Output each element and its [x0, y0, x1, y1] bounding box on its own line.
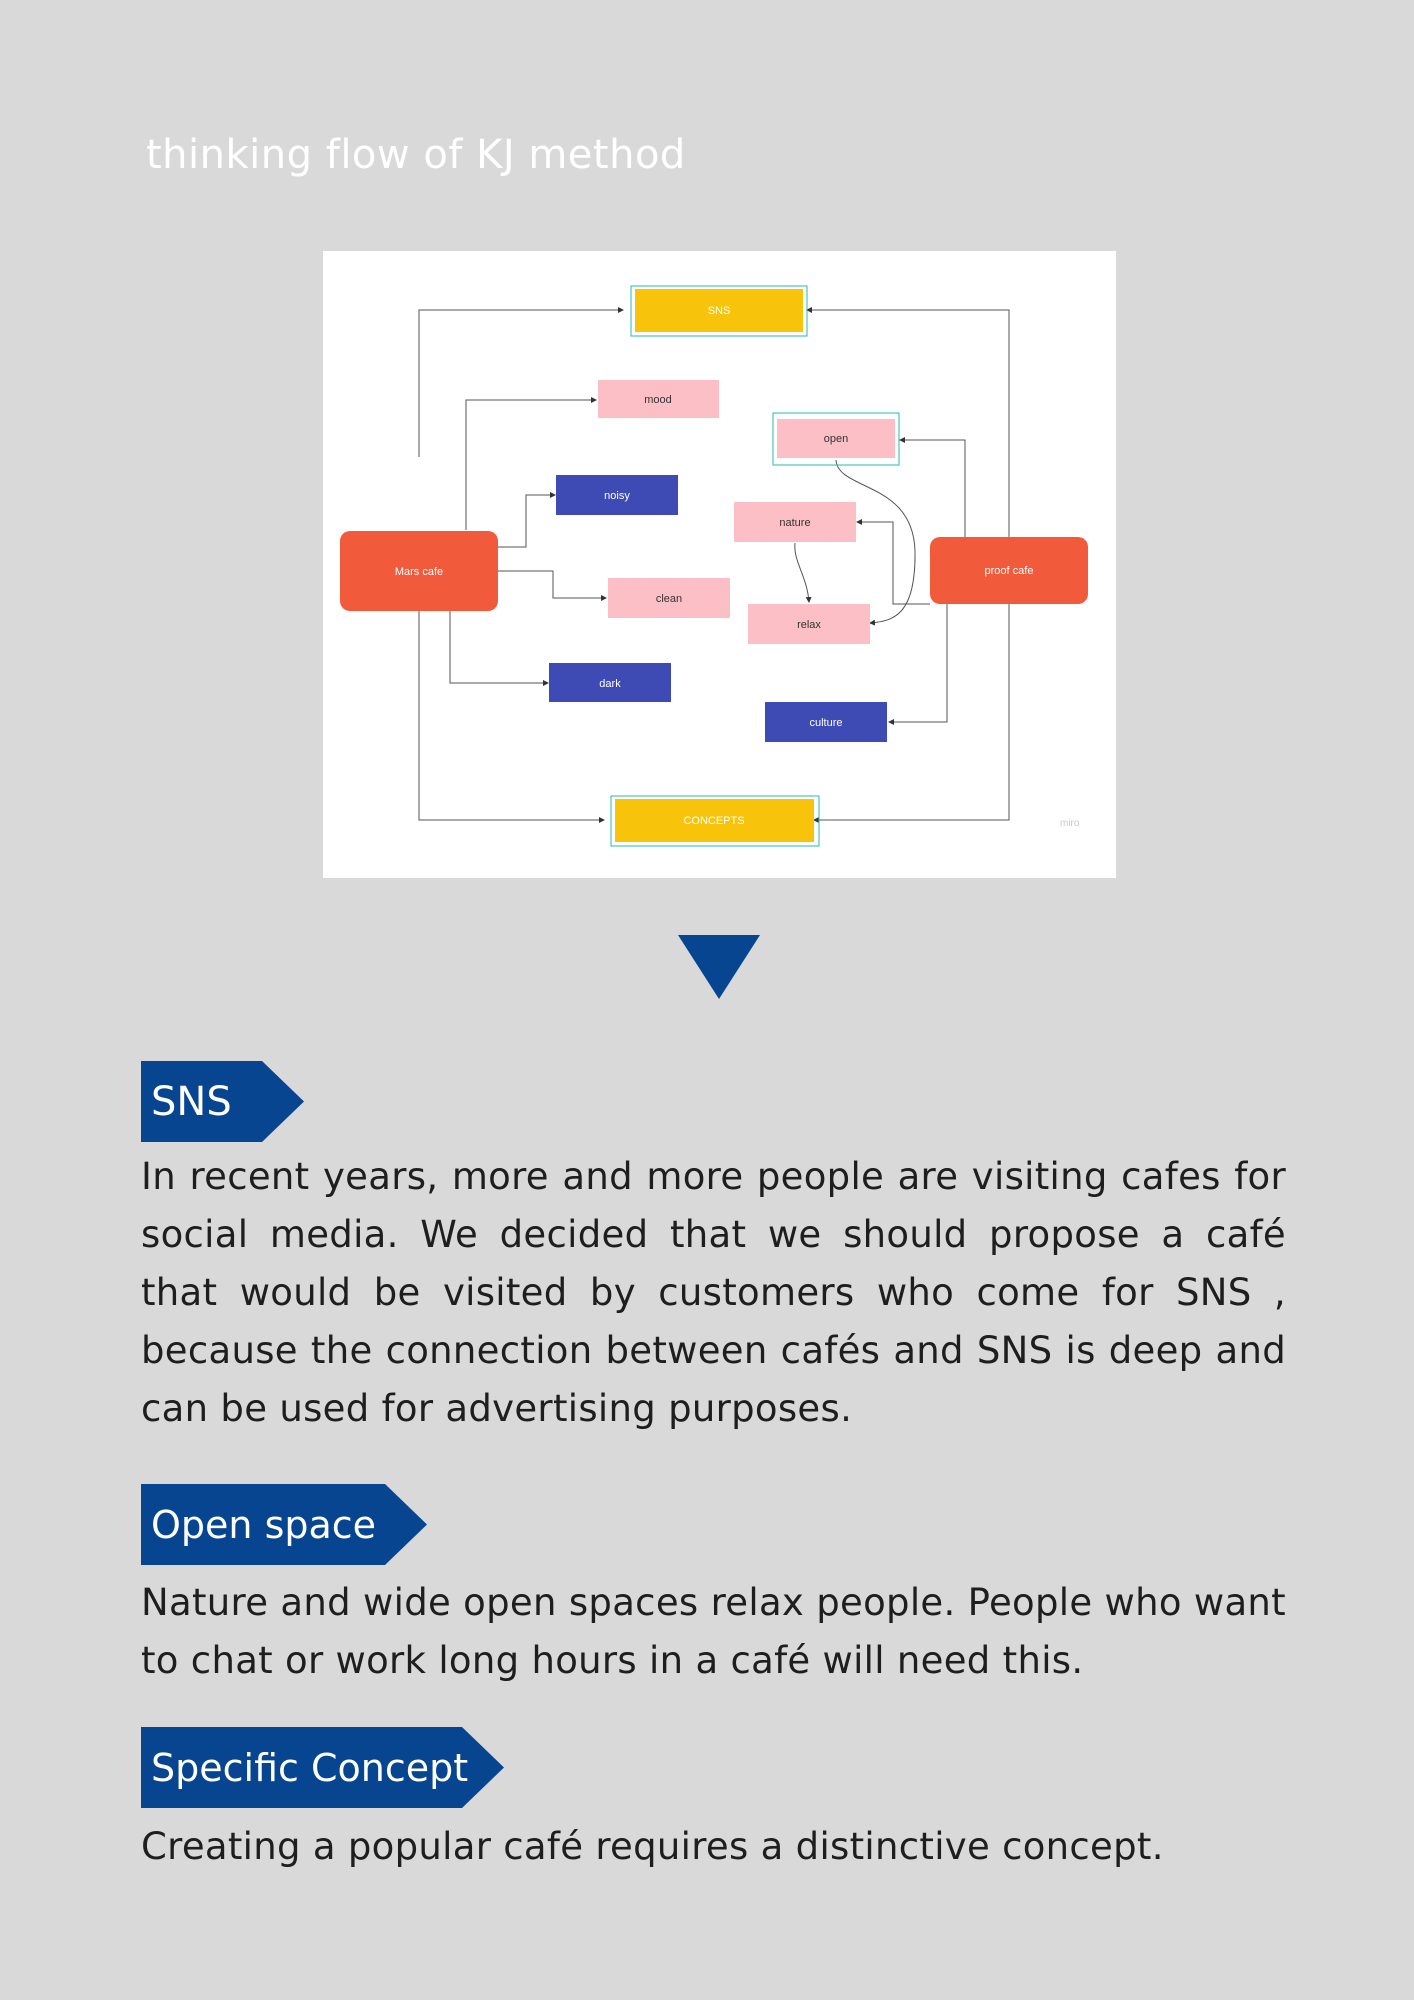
node-concepts-label: CONCEPTS — [683, 815, 744, 827]
down-arrow-icon — [678, 935, 760, 999]
node-dark-label: dark — [599, 678, 621, 690]
node-mars-cafe — [340, 531, 498, 611]
connectors — [418, 307, 1010, 823]
edge-mars-clean — [497, 570, 607, 601]
node-culture — [765, 702, 887, 742]
node-open — [777, 419, 895, 458]
edge-mars-concepts — [418, 611, 605, 823]
edge-open-relax — [835, 459, 916, 626]
node-mood-label: mood — [644, 394, 672, 406]
node-noisy-label: noisy — [604, 490, 630, 502]
node-sns-label: SNS — [708, 305, 731, 317]
edge-mars-noisy — [497, 492, 556, 548]
node-proof-cafe — [930, 537, 1088, 604]
kj-diagram-svg: SNS mood open noisy nature Mars cafe pro… — [340, 285, 1088, 847]
node-relax — [748, 604, 870, 644]
edge-mars-sns — [418, 307, 624, 457]
edge-mars-dark — [449, 611, 549, 686]
node-nature-label: nature — [779, 517, 810, 529]
kj-diagram: SNS mood open noisy nature Mars cafe pro… — [323, 251, 1116, 878]
concepts-frame — [610, 795, 820, 847]
edge-proof-open — [899, 437, 966, 537]
miro-watermark: miro — [1060, 818, 1080, 829]
section-body-specific-concept: Creating a popular café requires a disti… — [141, 1825, 1164, 1868]
section-body-open-space: Nature and wide open spaces relax people… — [141, 1581, 1286, 1682]
section-heading-open-space: Open space — [141, 1484, 427, 1565]
node-open-label: open — [824, 433, 848, 445]
edge-nature-relax — [794, 542, 812, 603]
node-concepts — [615, 799, 814, 842]
page-title: thinking flow of KJ method — [146, 132, 686, 178]
node-mood — [598, 380, 719, 418]
node-dark — [549, 663, 671, 702]
node-noisy — [556, 475, 678, 515]
node-nature — [734, 502, 856, 542]
section-heading-sns: SNS — [141, 1061, 304, 1142]
open-frame — [772, 412, 900, 466]
node-culture-label: culture — [809, 717, 842, 729]
section-body-sns: In recent years, more and more people ar… — [141, 1155, 1286, 1430]
node-relax-label: relax — [797, 619, 821, 631]
edge-proof-nature — [856, 519, 930, 605]
node-mars-label: Mars cafe — [395, 566, 443, 578]
section-heading-specific-concept: Specific Concept — [141, 1727, 504, 1808]
node-sns — [635, 289, 803, 332]
edge-proof-sns — [806, 307, 1010, 537]
node-clean-label: clean — [656, 593, 682, 605]
sns-frame — [630, 285, 808, 337]
edge-proof-culture — [888, 604, 948, 725]
edge-mars-mood — [465, 397, 597, 530]
edge-proof-concepts — [813, 604, 1010, 823]
node-proof-label: proof cafe — [985, 565, 1034, 577]
node-clean — [608, 578, 730, 618]
